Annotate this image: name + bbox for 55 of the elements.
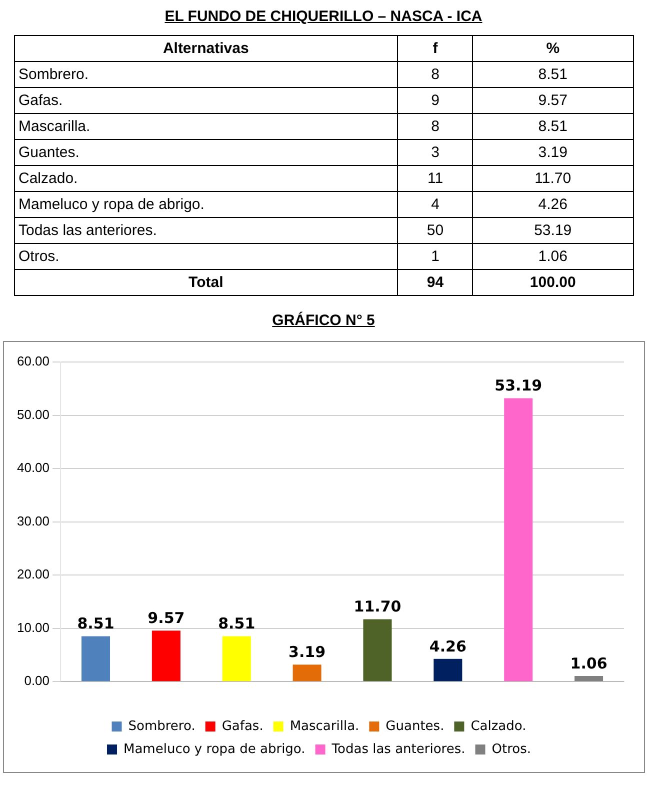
y-tick-label: 40.00 xyxy=(16,460,50,476)
data-label: 1.06 xyxy=(570,654,607,672)
y-tick-label: 30.00 xyxy=(16,513,50,528)
text: Mameluco y ropa de abrigo. xyxy=(14,192,398,218)
text: Calzado. xyxy=(14,166,398,192)
y-tick-label: 0.00 xyxy=(24,673,50,688)
legend-label: Guantes. xyxy=(385,718,444,734)
text: 4.26 xyxy=(472,192,633,218)
data-label: 9.57 xyxy=(147,609,184,628)
data-label: 3.19 xyxy=(288,643,326,661)
text: Total xyxy=(14,270,398,296)
text: 50 xyxy=(398,218,473,244)
text: Guantes. xyxy=(14,140,398,166)
text: 8.51 xyxy=(472,62,633,88)
legend-label: Mascarilla. xyxy=(289,718,359,734)
data-label: 11.70 xyxy=(353,598,401,616)
text: 11.70 xyxy=(472,166,633,192)
data-label: 8.51 xyxy=(76,614,114,633)
text: Otros. xyxy=(14,244,398,270)
text: 3.19 xyxy=(472,140,633,166)
legend-label: Mameluco y ropa de abrigo. xyxy=(123,742,305,757)
y-tick-label: 60.00 xyxy=(16,354,50,369)
text: 11 xyxy=(398,166,473,192)
text: Alternativas xyxy=(14,36,398,62)
text: Todas las anteriores. xyxy=(14,218,398,244)
y-tick-label: 50.00 xyxy=(16,406,50,422)
legend-label: Todas las anteriores. xyxy=(330,742,465,757)
text: 9 xyxy=(398,88,473,114)
text: f xyxy=(398,36,473,62)
text: Gafas. xyxy=(14,88,398,114)
legend-label: Gafas. xyxy=(221,718,263,734)
text: 8 xyxy=(398,62,473,88)
data-label: 4.26 xyxy=(428,637,466,656)
text: % xyxy=(472,36,633,62)
legend-label: Otros. xyxy=(491,742,530,757)
chart-title: GRÁFICO N° 5 xyxy=(271,312,376,329)
legend-label: Calzado. xyxy=(470,718,526,734)
data-label: 53.19 xyxy=(494,376,542,395)
text: 1 xyxy=(398,244,473,270)
text: Mascarilla. xyxy=(14,114,398,140)
text: 94 xyxy=(398,270,473,296)
text: EL FUNDO DE CHIQUERILLO – NASCA - ICA xyxy=(164,8,484,25)
text: 3 xyxy=(398,140,473,166)
y-tick-label: 10.00 xyxy=(16,620,50,635)
y-tick-label: 20.00 xyxy=(16,566,50,582)
text: 8 xyxy=(398,114,473,140)
text: 4 xyxy=(398,192,473,218)
text: 1.06 xyxy=(472,244,633,270)
text: 8.51 xyxy=(472,114,633,140)
legend-label: Sombrero. xyxy=(128,718,195,734)
text: 53.19 xyxy=(472,218,633,244)
text: Sombrero. xyxy=(14,62,398,88)
text: 9.57 xyxy=(472,88,633,114)
data-label: 8.51 xyxy=(218,614,255,633)
text: 100.00 xyxy=(472,270,633,296)
